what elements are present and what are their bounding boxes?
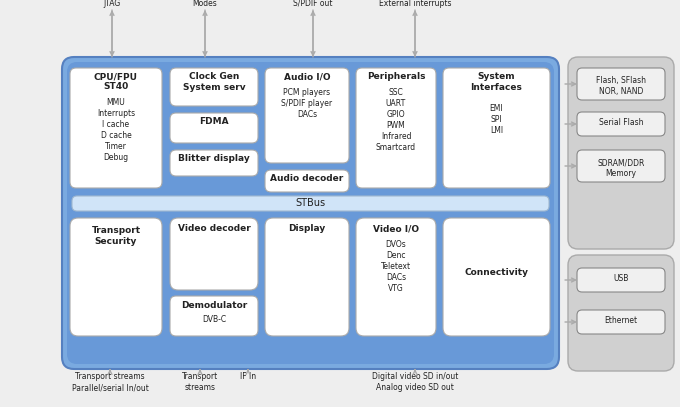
Text: Transport streams
Parallel/serial In/out: Transport streams Parallel/serial In/out [71, 372, 148, 392]
Text: Peripherals: Peripherals [367, 72, 425, 81]
Text: Analog out
PCM I/O
S/PDIF out: Analog out PCM I/O S/PDIF out [292, 0, 334, 8]
Text: Transport
streams: Transport streams [182, 372, 218, 392]
Text: SSC
UART
GPIO
PWM
Infrared
Smartcard: SSC UART GPIO PWM Infrared Smartcard [376, 88, 416, 153]
FancyBboxPatch shape [443, 68, 550, 188]
Text: Audio I/O: Audio I/O [284, 72, 330, 81]
Text: DVOs
Denc
Teletext
DACs
VTG: DVOs Denc Teletext DACs VTG [381, 240, 411, 293]
FancyBboxPatch shape [577, 310, 665, 334]
Text: Video decoder: Video decoder [177, 224, 250, 233]
Text: Serial Flash: Serial Flash [599, 118, 643, 127]
Text: Blitter display: Blitter display [178, 154, 250, 163]
FancyBboxPatch shape [265, 68, 349, 163]
FancyBboxPatch shape [577, 150, 665, 182]
FancyBboxPatch shape [577, 112, 665, 136]
Text: ST40: ST40 [103, 82, 129, 91]
Text: PCM players
S/PDIF player
DACs: PCM players S/PDIF player DACs [282, 88, 333, 119]
Text: Resets
Clocks
Modes: Resets Clocks Modes [192, 0, 218, 8]
FancyBboxPatch shape [67, 62, 554, 364]
Text: Flash, SFlash
NOR, NAND: Flash, SFlash NOR, NAND [596, 76, 646, 96]
Text: SDRAM/DDR
Memory: SDRAM/DDR Memory [597, 158, 645, 178]
Text: Video I/O: Video I/O [373, 224, 419, 233]
FancyBboxPatch shape [170, 68, 258, 106]
FancyBboxPatch shape [356, 68, 436, 188]
FancyBboxPatch shape [170, 296, 258, 336]
Text: USB: USB [613, 274, 629, 283]
Text: Clock Gen
System serv: Clock Gen System serv [183, 72, 245, 92]
Text: STB peripherals I/O
External interrupts: STB peripherals I/O External interrupts [378, 0, 452, 8]
FancyBboxPatch shape [170, 150, 258, 176]
FancyBboxPatch shape [568, 255, 674, 371]
FancyBboxPatch shape [170, 218, 258, 290]
Text: DVB-C: DVB-C [202, 315, 226, 324]
Text: Transport
Security: Transport Security [91, 226, 141, 246]
Text: FDMA: FDMA [199, 117, 228, 126]
Text: Audio decoder: Audio decoder [271, 174, 343, 183]
FancyBboxPatch shape [70, 218, 162, 336]
Text: Connectivity: Connectivity [464, 268, 528, 277]
Text: IF In: IF In [240, 372, 256, 381]
FancyBboxPatch shape [70, 68, 162, 188]
FancyBboxPatch shape [265, 170, 349, 192]
FancyBboxPatch shape [568, 57, 674, 249]
FancyBboxPatch shape [72, 196, 549, 211]
FancyBboxPatch shape [577, 268, 665, 292]
Text: Ethernet: Ethernet [605, 316, 638, 325]
FancyBboxPatch shape [356, 218, 436, 336]
Text: MMU
Interrupts
I cache
D cache
Timer
Debug: MMU Interrupts I cache D cache Timer Deb… [97, 98, 135, 162]
FancyBboxPatch shape [170, 113, 258, 143]
Text: Demodulator: Demodulator [181, 301, 247, 310]
FancyBboxPatch shape [443, 218, 550, 336]
Text: Display: Display [288, 224, 326, 233]
FancyBboxPatch shape [265, 218, 349, 336]
Text: System
Interfaces: System Interfaces [471, 72, 522, 92]
Text: EMI
SPI
LMI: EMI SPI LMI [490, 104, 503, 135]
FancyBboxPatch shape [577, 68, 665, 100]
Text: CPU/FPU: CPU/FPU [94, 72, 138, 81]
Text: JTAG: JTAG [103, 0, 120, 8]
Text: STBus: STBus [295, 199, 326, 208]
Text: Digital video SD in/out
Analog video SD out: Digital video SD in/out Analog video SD … [372, 372, 458, 392]
FancyBboxPatch shape [62, 57, 559, 369]
